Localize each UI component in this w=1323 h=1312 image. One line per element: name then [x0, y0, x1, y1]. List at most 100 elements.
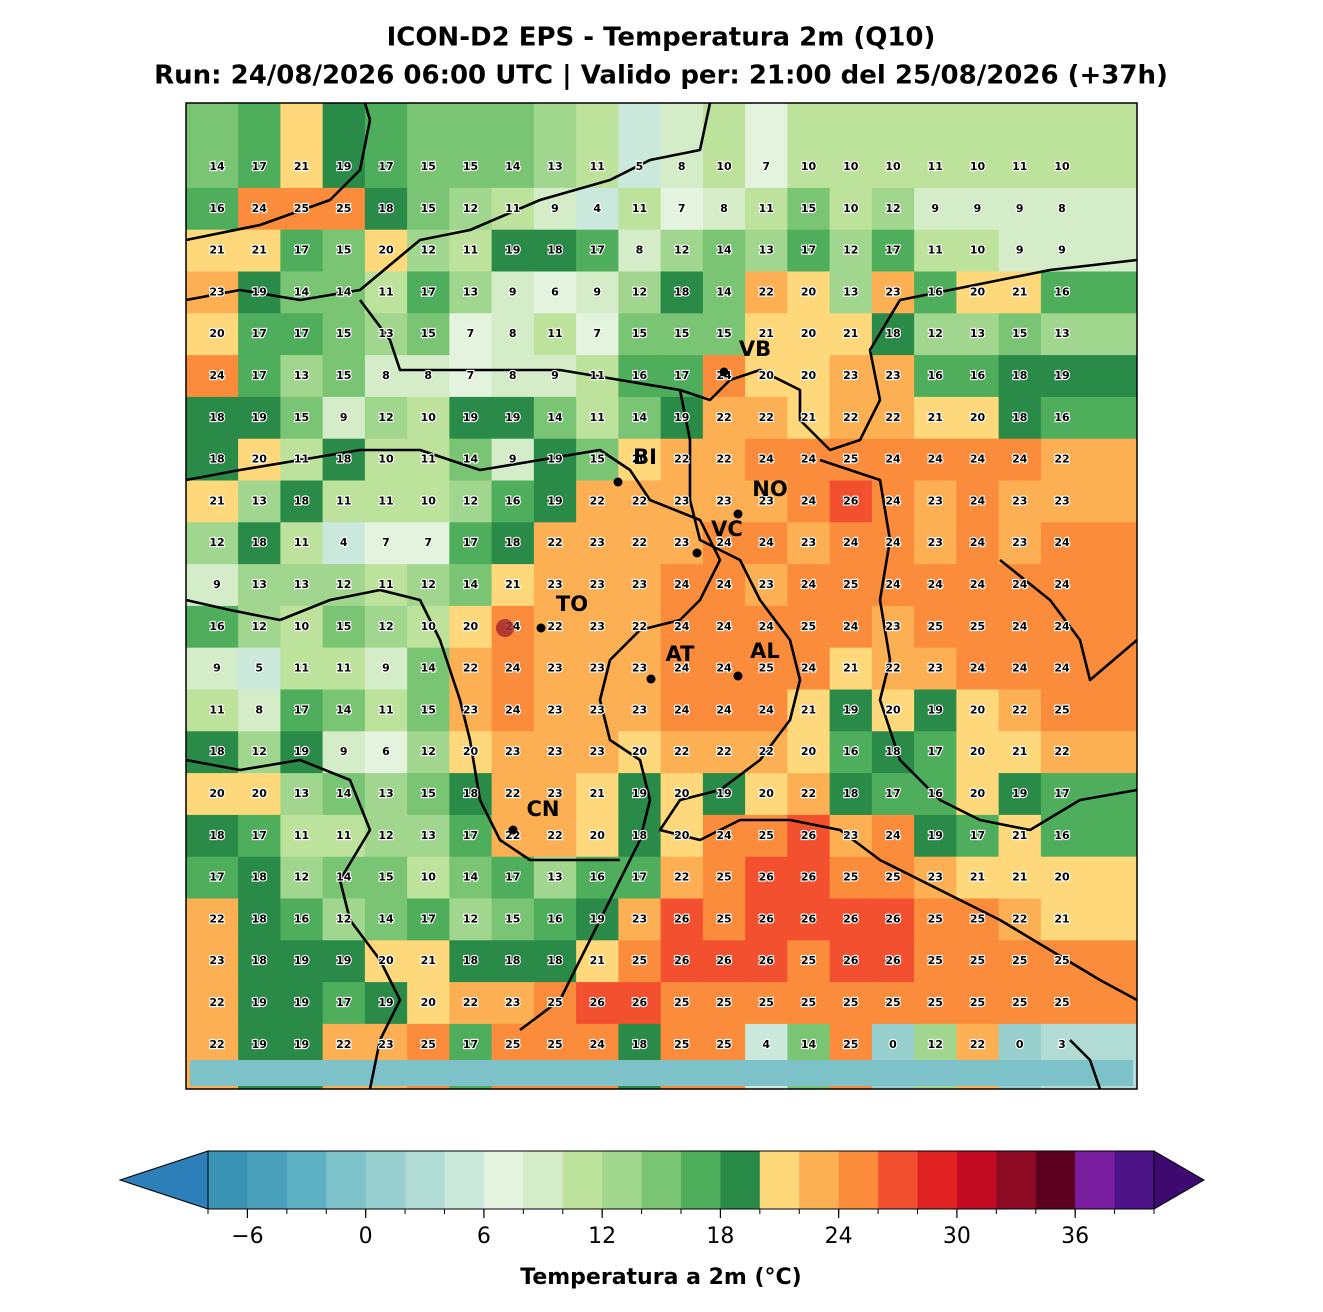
grid-value: 12: [294, 871, 309, 884]
temperature-cell: [238, 355, 281, 398]
grid-value: 15: [801, 202, 816, 215]
colorbar-segment: [602, 1151, 643, 1209]
temperature-cell: [829, 522, 873, 565]
temperature-cell: [280, 396, 324, 440]
grid-value: 4: [593, 202, 601, 215]
grid-value: 8: [1058, 202, 1066, 215]
temperature-cell: [1040, 480, 1138, 523]
grid-value: 19: [716, 787, 731, 800]
grid-value: 18: [336, 453, 351, 466]
grid-value: 9: [382, 662, 390, 675]
temperature-cell: [956, 438, 1000, 481]
temperature-cell: [998, 982, 1042, 1025]
temperature-field: [186, 103, 1138, 1090]
border: [185, 448, 722, 1032]
temperature-cell: [491, 898, 535, 941]
grid-value: 25: [843, 1038, 858, 1051]
temperature-cell: [533, 229, 577, 272]
grid-value: 22: [547, 536, 562, 549]
city-dot: [733, 671, 743, 681]
temperature-cell: [186, 355, 239, 398]
grid-value: 23: [505, 996, 520, 1009]
grid-value: 26: [843, 954, 859, 967]
temperature-cell: [280, 898, 324, 941]
temperature-cell: [618, 187, 662, 231]
temperature-cell: [449, 480, 493, 523]
grid-value: 23: [928, 871, 943, 884]
value-labels: 14 17 21 19 17 15 15 14 13 11 5 8 10 7 10 10 10 11 10 11 10 1…: [208, 159, 1071, 1052]
temperature-cell: [787, 982, 831, 1025]
city-dot: [613, 477, 623, 487]
grid-value: 16: [928, 369, 944, 382]
grid-value: 24: [1012, 620, 1028, 633]
grid-value: 25: [843, 996, 858, 1009]
grid-value: 22: [547, 620, 562, 633]
temperature-cell: [1040, 731, 1138, 774]
temperature-cell: [533, 731, 577, 774]
temperature-cell: [322, 396, 366, 440]
grid-value: 23: [928, 536, 943, 549]
grid-value: 24: [970, 494, 986, 507]
temperature-cell: [238, 187, 281, 231]
temperature-cell: [1040, 773, 1138, 816]
temperature-cell: [787, 689, 831, 732]
temperature-cell: [956, 731, 1000, 774]
temperature-cell: [322, 522, 366, 565]
grid-value: 19: [590, 912, 605, 925]
grid-value: 17: [294, 244, 309, 257]
temperature-cell: [745, 522, 788, 565]
grid-value: 22: [674, 453, 689, 466]
grid-value: 26: [632, 996, 648, 1009]
grid-value: 17: [252, 327, 267, 340]
temperature-cell: [491, 647, 535, 690]
grid-value: 14: [336, 871, 352, 884]
colorbar-tick-label: 12: [588, 1224, 616, 1249]
grid-value: 16: [928, 285, 944, 298]
temperature-cell: [186, 898, 239, 941]
grid-value: 25: [928, 954, 943, 967]
map-frame: [185, 102, 1138, 1090]
temperature-cell: [407, 773, 450, 816]
grid-value: 17: [801, 244, 816, 257]
border: [658, 389, 1138, 1002]
temperature-cell: [914, 689, 957, 732]
temperature-cell: [829, 773, 873, 816]
grid-value: 18: [885, 327, 900, 340]
temperature-cell: [998, 898, 1042, 941]
temperature-cell: [1040, 689, 1138, 732]
temperature-cell: [238, 647, 281, 690]
grid-value: 19: [843, 703, 858, 716]
temperature-cell: [787, 313, 831, 356]
grid-value: 8: [720, 202, 728, 215]
temperature-cell: [280, 605, 324, 649]
grid-value: 22: [1054, 453, 1069, 466]
grid-value: 13: [421, 829, 436, 842]
border: [1069, 1039, 1102, 1090]
grid-value: 11: [547, 327, 562, 340]
grid-value: 22: [463, 996, 478, 1009]
grid-value: 19: [336, 954, 351, 967]
colorbar-segment: [405, 1151, 445, 1209]
grid-value: 26: [885, 912, 901, 925]
grid-value: 10: [294, 620, 310, 633]
grid-value: 25: [1054, 996, 1069, 1009]
grid-value: 15: [463, 160, 478, 173]
colorbar-tick-label: 18: [706, 1224, 734, 1249]
city-label: NO: [752, 477, 787, 501]
temperature-cell: [998, 564, 1042, 607]
grid-value: 19: [505, 411, 520, 424]
temperature-cell: [364, 647, 408, 690]
grid-value: 25: [505, 1038, 520, 1051]
temperature-cell: [745, 229, 788, 272]
temperature-cell: [956, 355, 1000, 398]
grid-value: 23: [801, 536, 816, 549]
grid-value: 10: [716, 160, 732, 173]
grid-value: 20: [970, 703, 986, 716]
temperature-cell: [618, 773, 662, 816]
temperature-cell: [871, 940, 915, 983]
grid-value: 23: [505, 745, 520, 758]
temperature-cell: [787, 355, 831, 398]
grid-value: 19: [463, 411, 478, 424]
grid-value: 25: [1012, 954, 1027, 967]
colorbar-segment: [641, 1151, 682, 1209]
